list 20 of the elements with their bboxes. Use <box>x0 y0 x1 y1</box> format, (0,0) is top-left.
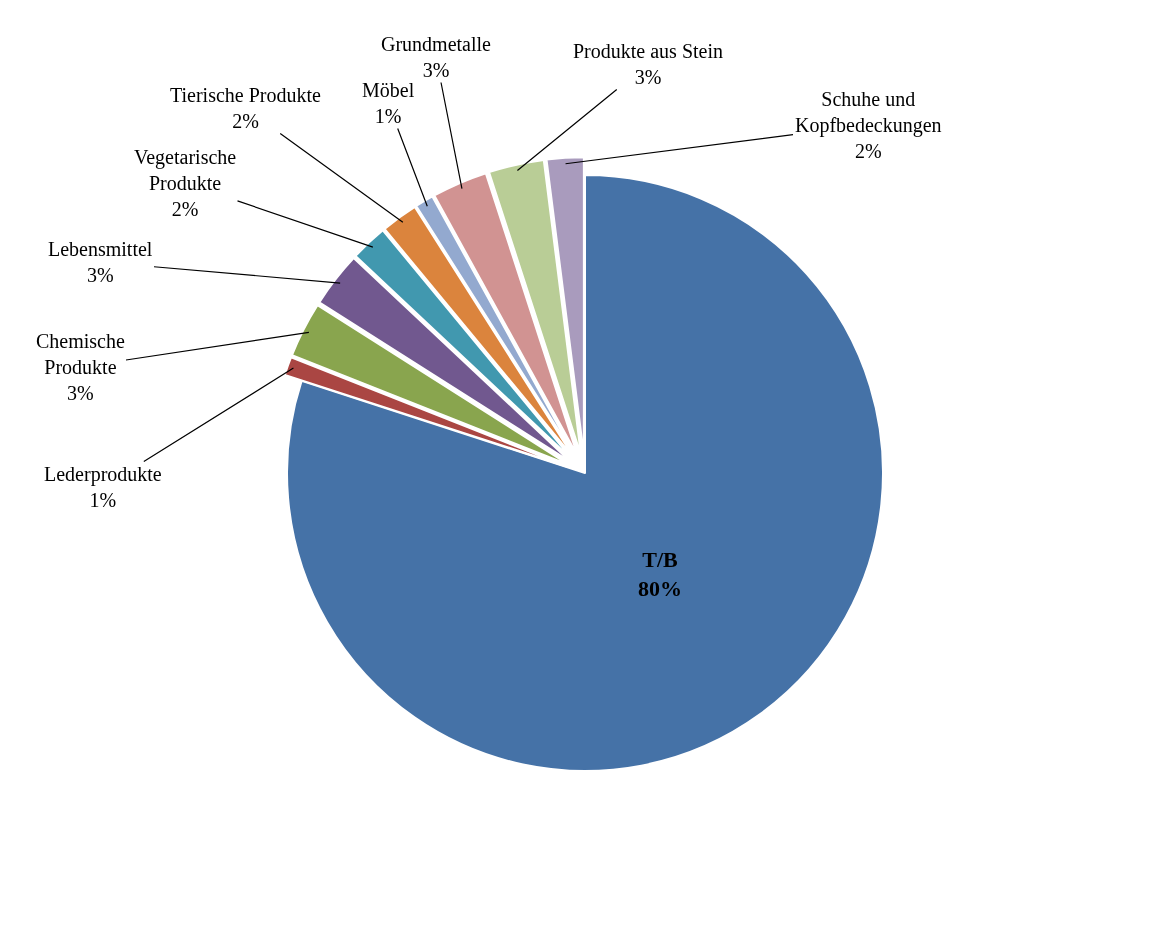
data-label: 2% <box>171 198 199 220</box>
data-label: 3% <box>422 59 450 81</box>
slice-label: Lederprodukte <box>44 463 162 486</box>
slice-label: Vegetarische Produkte <box>134 146 237 194</box>
data-label: 1% <box>89 489 117 511</box>
data-label: 80% <box>638 575 682 601</box>
data-label: 2% <box>232 110 259 132</box>
data-label: 3% <box>634 66 662 88</box>
slice-label: Lebensmittel <box>48 238 153 260</box>
slice-label: Möbel <box>362 79 415 101</box>
data-label: 2% <box>854 140 882 162</box>
slice-label: Produkte aus Stein <box>573 40 723 62</box>
data-label: 3% <box>86 264 114 286</box>
slice-label: Grundmetalle <box>381 33 492 55</box>
data-label: 1% <box>374 105 402 127</box>
slice-label: T/B <box>642 547 679 572</box>
slice-label: Chemische Produkte <box>36 330 125 378</box>
slice-label: Tierische Produkte <box>170 84 322 106</box>
slice-label: Schuhe und Kopfbedeckungen <box>795 88 942 137</box>
data-label: 3% <box>67 382 94 404</box>
